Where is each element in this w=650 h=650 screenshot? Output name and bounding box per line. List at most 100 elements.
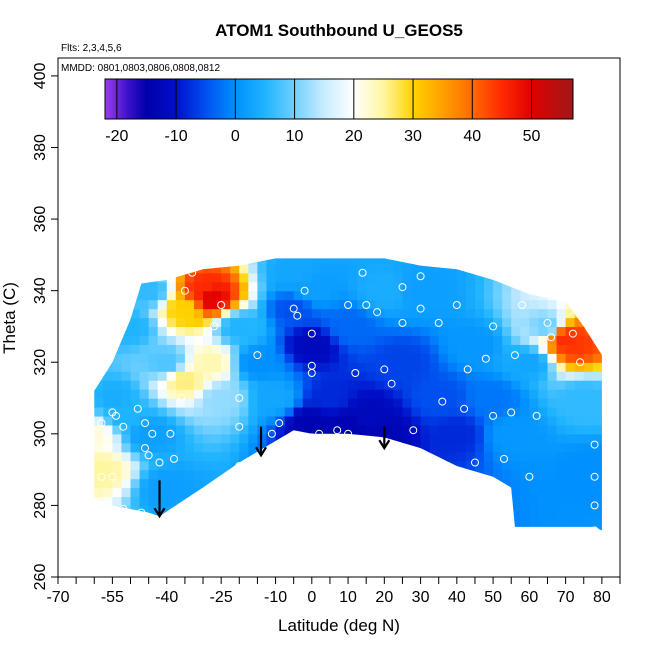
heatmap-cell (184, 380, 195, 390)
heatmap-cell (465, 389, 476, 399)
heatmap-cell (574, 398, 585, 408)
colorbar-tick-label: 40 (463, 128, 481, 145)
heatmap-cell (583, 469, 594, 480)
heatmap-cell (193, 424, 204, 435)
heatmap-cell (384, 353, 394, 363)
heatmap-cell (429, 281, 440, 292)
heatmap-cell (592, 505, 602, 515)
flights-annotation: Flts: 2,3,4,5,6 (61, 43, 122, 54)
heatmap-cell (193, 433, 204, 444)
heatmap-cell (357, 308, 367, 319)
heatmap-cell (157, 371, 168, 381)
heatmap-cell (538, 362, 549, 372)
heatmap-cell (420, 442, 431, 453)
heatmap-cell (484, 308, 494, 319)
heatmap-cell (175, 290, 186, 301)
heatmap-cell (438, 442, 449, 453)
heatmap-cell (465, 353, 476, 363)
heatmap-cell (529, 442, 540, 453)
heatmap-cell (148, 487, 159, 498)
heatmap-cell (148, 478, 159, 489)
heatmap-cell (447, 308, 458, 319)
heatmap-cell (112, 380, 123, 390)
heatmap-cell (130, 442, 141, 453)
heatmap-cell (121, 415, 132, 426)
heatmap-cell (429, 433, 440, 444)
heatmap-cell (474, 433, 485, 444)
heatmap-cell (157, 478, 168, 489)
heatmap-cell (592, 514, 602, 524)
heatmap-cell (221, 362, 231, 372)
heatmap-cell (103, 469, 113, 480)
heatmap-cell (556, 451, 567, 462)
heatmap-cell (94, 398, 104, 408)
heatmap-cell (212, 281, 222, 292)
heatmap-cell (456, 398, 467, 408)
heatmap-cell (175, 442, 186, 453)
heatmap-cell (320, 415, 331, 426)
heatmap-cell (529, 398, 540, 408)
heatmap-cell (547, 514, 558, 524)
sample-point (351, 369, 360, 377)
heatmap-cell (565, 496, 576, 507)
heatmap-cell (438, 406, 449, 417)
heatmap-cell (583, 344, 594, 354)
sample-point (97, 472, 106, 481)
heatmap-cell (203, 380, 213, 390)
heatmap-cell (547, 487, 558, 498)
heatmap-cell (130, 326, 141, 336)
heatmap-cell (212, 344, 222, 354)
heatmap-cell (302, 406, 313, 417)
colorbar: -20 -10 0 10 20 30 40 50 (104, 78, 574, 145)
heatmap-cell (465, 406, 476, 417)
heatmap-cell (375, 281, 385, 292)
heatmap-cell (375, 272, 385, 283)
heatmap-cell (121, 469, 132, 480)
heatmap-cell (556, 487, 567, 498)
heatmap-cell (148, 281, 159, 292)
heatmap-cell (284, 362, 295, 372)
heatmap-cell (248, 272, 259, 283)
heatmap-cell (339, 272, 349, 283)
heatmap-cell (502, 406, 512, 417)
heatmap-cell (203, 415, 213, 426)
heatmap-cell (339, 371, 349, 381)
heatmap-cell (275, 344, 286, 354)
heatmap-cell (529, 317, 540, 328)
heatmap-cell (212, 442, 222, 453)
colorbar-tick-label: 30 (404, 128, 422, 145)
heatmap-cell (547, 353, 558, 363)
heatmap-cell (429, 263, 440, 274)
y-axis-label: Theta (C) (0, 282, 19, 354)
heatmap-cell (212, 326, 222, 336)
heatmap-cell (502, 308, 512, 319)
heatmap-cell (429, 272, 440, 283)
heatmap-cell (230, 326, 240, 336)
heatmap-cell (474, 299, 485, 310)
heatmap-cell (357, 258, 367, 265)
heatmap-cell (175, 371, 186, 381)
heatmap-cell (311, 272, 322, 283)
heatmap-cell (484, 433, 494, 444)
heatmap-cell (402, 424, 413, 435)
heatmap-cell (329, 281, 340, 292)
heatmap-cell (94, 424, 104, 435)
heatmap-cell (293, 290, 304, 301)
heatmap-cell (230, 353, 240, 363)
heatmap-cell (529, 514, 540, 524)
heatmap-cell (474, 308, 485, 319)
heatmap-cell (411, 299, 422, 310)
heatmap-cell (411, 308, 422, 319)
heatmap-cell (257, 317, 268, 328)
sample-point (235, 462, 244, 470)
heatmap-cell (184, 317, 195, 328)
heatmap-cell (556, 389, 567, 399)
heatmap-cell (547, 496, 558, 507)
heatmap-cell (203, 433, 213, 444)
heatmap-cell (574, 487, 585, 498)
heatmap-cell (456, 353, 467, 363)
heatmap-cell (121, 344, 132, 354)
heatmap-cell (592, 523, 602, 531)
heatmap-cell (438, 362, 449, 372)
y-tick-label: 380 (32, 134, 49, 161)
